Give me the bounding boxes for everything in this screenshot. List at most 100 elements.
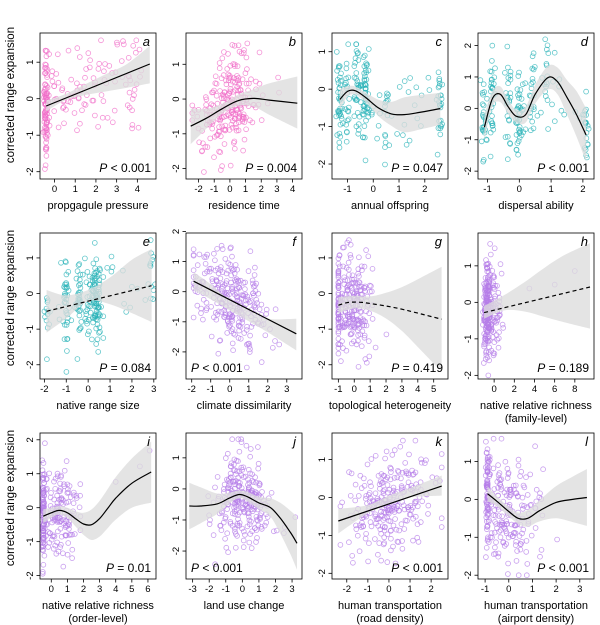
panel-k-y-axis: -2 -1 0 1 (317, 457, 332, 578)
panel-c-point (360, 54, 367, 60)
panel-d-y-tick-label: 1 (463, 74, 474, 79)
panel-b-point (235, 127, 242, 134)
panel-l-point (487, 534, 494, 540)
panel-d-point (529, 65, 536, 72)
panel-l-point (510, 482, 517, 489)
panel-e-point (95, 305, 101, 312)
panel-i-y-tick-label: -2 (25, 571, 36, 579)
panel-c-point (384, 90, 390, 97)
panel-b-point (203, 96, 210, 103)
panel-h-x-tick-label: 0 (491, 384, 496, 395)
panel-h-point (491, 245, 498, 252)
panel-j-x-tick-label: -2 (205, 584, 213, 595)
panel-k-point (406, 451, 412, 458)
panel-l-point (507, 492, 513, 499)
panel-i-point (45, 544, 51, 550)
panel-c-point (355, 57, 362, 63)
panel-c-point (345, 116, 352, 123)
panel-g-point (346, 271, 352, 278)
panel-i-point (72, 531, 78, 537)
panel-e-point (83, 279, 90, 286)
panel-a-point (43, 145, 50, 151)
panel-f-point (242, 286, 248, 292)
panel-h-x-tick-label: 4 (532, 384, 537, 395)
panel-c-point (353, 41, 359, 47)
panel-j-x-axis-label: land use change (204, 600, 285, 612)
panel-k-point (410, 537, 416, 544)
panel-j-point (217, 522, 223, 529)
panel-b-point (218, 167, 224, 173)
panel-k-point (405, 506, 412, 513)
panel-d-point (478, 77, 484, 83)
panel-k-point (360, 475, 367, 482)
panel-d-point (558, 107, 565, 114)
panel-i-point (40, 490, 47, 496)
panel-j-point (240, 544, 247, 550)
panel-b-point (212, 80, 219, 86)
panel-b-point (235, 42, 242, 49)
panel-j-point (240, 537, 247, 544)
panel-f-point (255, 290, 262, 297)
panel-a-y-tick-label: 0 (25, 96, 36, 101)
panel-a-point (42, 109, 48, 116)
panel-f-point (229, 285, 235, 292)
panel-b-point (229, 42, 236, 48)
panel-a-point (74, 80, 80, 87)
panel-a-point (44, 94, 50, 101)
panel-g-point (366, 353, 373, 360)
panel-k-point (383, 509, 389, 516)
panel-c-x-tick-label: 2 (422, 184, 427, 195)
panel-j-point (235, 499, 242, 505)
panel-d-point (516, 95, 522, 101)
panel-i-y-tick-label: 2 (25, 437, 36, 442)
panel-f-point (244, 293, 251, 300)
panel-a-point (55, 79, 62, 86)
panel-e-point (85, 316, 92, 323)
panel-h-letter: h (581, 234, 588, 249)
panel-l-y-tick-label: -2 (463, 571, 474, 579)
panel-j-point (231, 504, 237, 511)
panel-i-fit-line (42, 471, 152, 526)
panel-e-point (147, 237, 154, 243)
panel-c-point (351, 113, 358, 119)
panel-b-point (216, 60, 223, 66)
panel-a-plot-area (40, 37, 151, 172)
panel-d-point (507, 69, 514, 75)
panel-b-point (275, 74, 281, 81)
panel-c-point (368, 111, 375, 118)
panel-j-point (249, 471, 256, 478)
panel-j-point (261, 522, 268, 529)
panel-b-point (230, 78, 236, 85)
panel-l-point (485, 506, 492, 513)
panel-b-point (217, 88, 223, 94)
panel-f-point (258, 301, 265, 308)
panel-h-point (498, 270, 505, 277)
panel-f-point (221, 282, 228, 288)
panel-j-point (255, 460, 262, 467)
panel-c-point (361, 77, 368, 84)
panel-g-point (352, 317, 358, 324)
panel-c-letter: c (436, 34, 443, 49)
panel-a-point (42, 115, 48, 121)
panel-c-point (363, 108, 370, 115)
panel-d-point (483, 136, 490, 143)
panel-k-point (349, 552, 356, 559)
panel-k-point (390, 522, 397, 529)
panel-g-point (338, 358, 344, 364)
panel-a-point (95, 66, 102, 72)
panel-e-point (94, 268, 100, 274)
panel-l-point (484, 478, 490, 484)
y-axis-label-row-1: corrected range expansion (5, 27, 17, 163)
panel-d-point (516, 124, 523, 130)
panel-c-y-tick-label: -1 (317, 122, 328, 130)
panel-j-point (246, 479, 253, 486)
panel-h: 0 2 4 6 8 -2 -1 0 1 native relative richness(fami… (463, 232, 595, 425)
panel-h-point (482, 283, 488, 289)
panel-c-point (336, 139, 343, 146)
panel-f-point (247, 248, 254, 255)
panel-a-point (102, 61, 108, 67)
panel-d-point (551, 118, 558, 124)
panel-k-y-tick-label: -1 (317, 531, 328, 539)
panel-a-point (98, 92, 105, 98)
panel-k-point (400, 502, 407, 509)
